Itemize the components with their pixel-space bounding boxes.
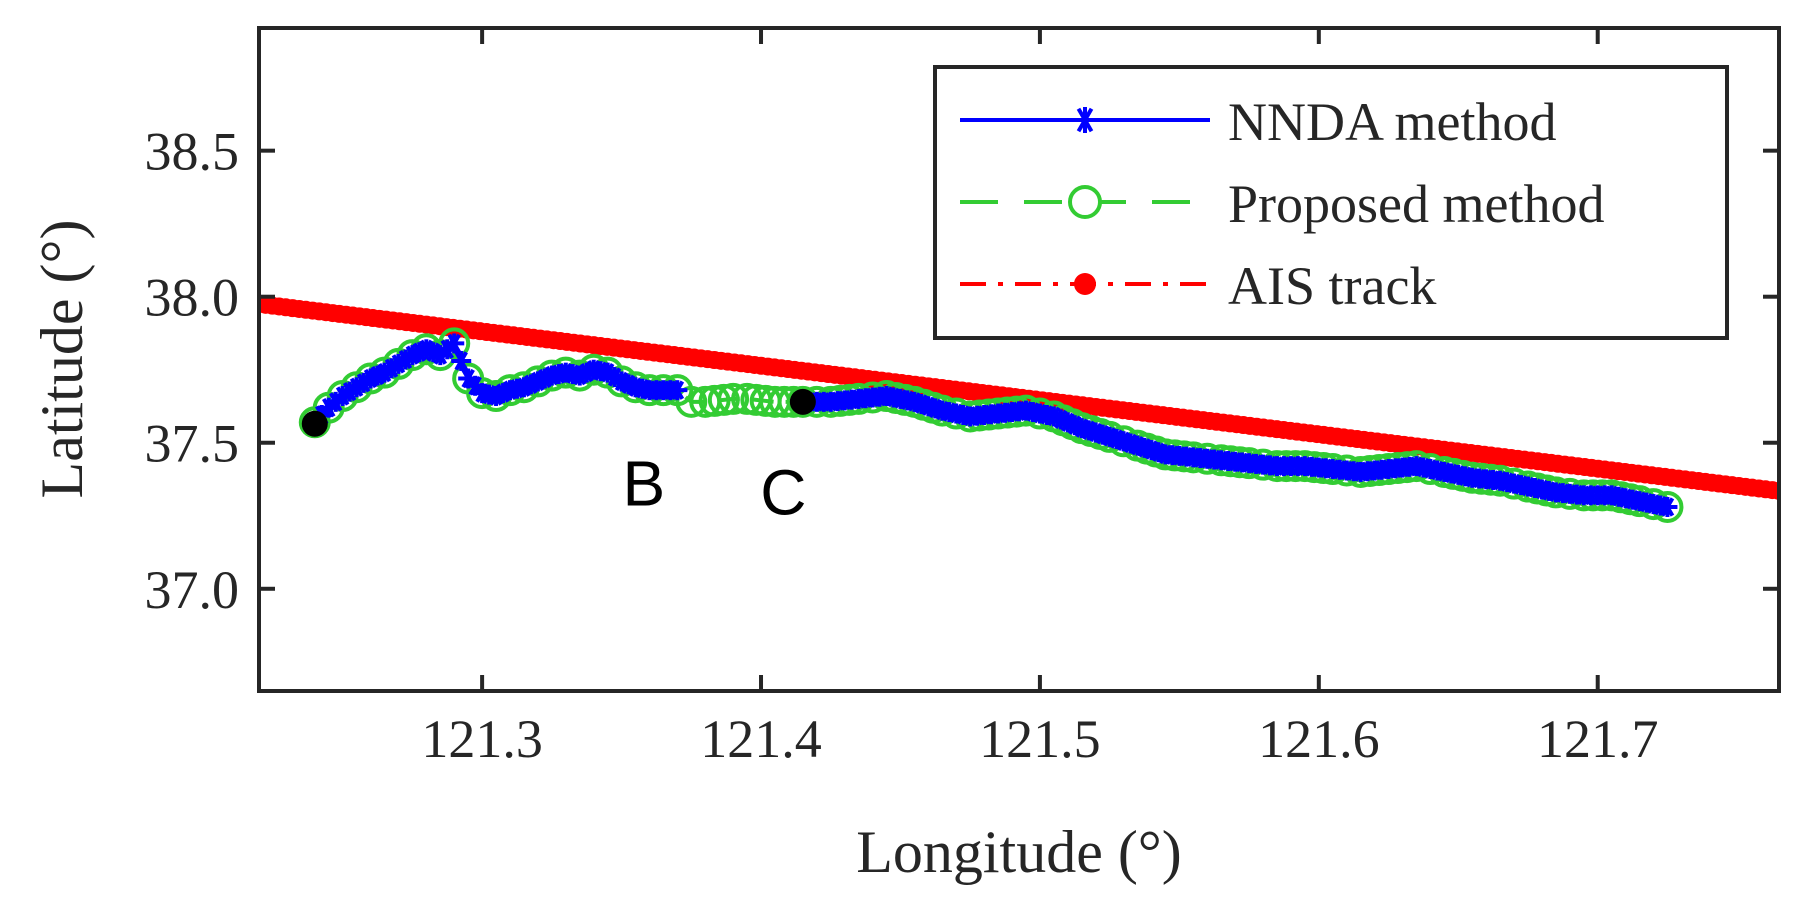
y-axis-label: Latitude (°) [29,220,95,499]
y-tick-label: 38.0 [145,268,240,328]
legend: NNDA method Proposed method AIS track [933,65,1729,340]
plot-series [259,295,1779,523]
legend-box [933,65,1729,340]
x-tick-label: 121.6 [1258,709,1380,769]
highlight-point [789,388,816,415]
x-tick-label: 121.3 [421,709,543,769]
annotation-c: C [760,456,806,528]
legend-label-nnda: NNDA method [1228,92,1556,152]
x-tick-label: 121.5 [979,709,1101,769]
x-axis-label: Longitude (°) [856,819,1182,885]
proposed-method-point [717,382,750,415]
highlight-point [301,410,328,437]
legend-sample-nnda-marker [1072,107,1098,133]
plot-frame [257,26,1781,693]
nnda-method-point [444,333,465,354]
nnda-method-point [451,350,472,371]
legend-sample-ais-marker [1074,273,1096,295]
ais-track-point [1770,481,1779,500]
proposed-method-point [698,384,731,417]
nnda-method-point [667,380,688,401]
legend-samples [960,107,1210,295]
axis-ticks: 121.3 121.4 121.5 121.6 121.7 37.0 37.5 38.0 38.… [145,28,1779,769]
y-tick-label: 37.5 [145,414,240,474]
legend-sample-proposed-marker [1068,185,1102,219]
proposed-method-point [438,327,471,360]
y-tick-label: 38.5 [145,122,240,182]
proposed-method-point [707,383,740,416]
x-tick-label: 121.4 [700,709,822,769]
annotation-b: B [623,448,666,520]
legend-label-proposed: Proposed method [1228,174,1604,234]
x-tick-label: 121.7 [1537,709,1659,769]
y-tick-label: 37.0 [145,560,240,620]
nnda-method-point [1657,496,1678,517]
legend-label-ais: AIS track [1228,256,1436,316]
proposed-method-point [675,385,708,418]
